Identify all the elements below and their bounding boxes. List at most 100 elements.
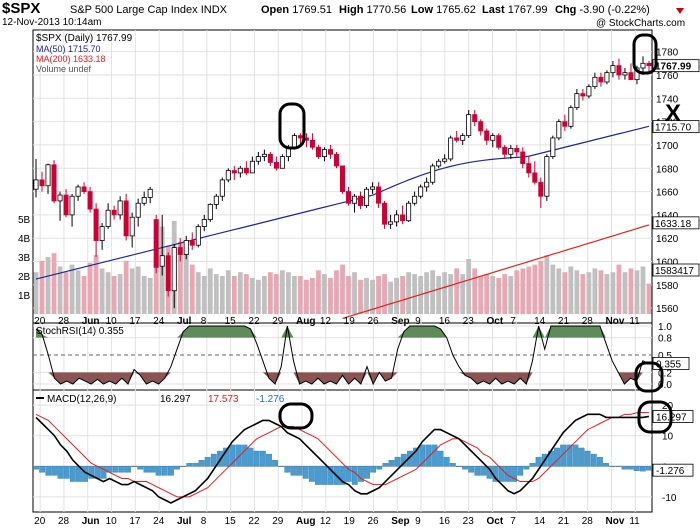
macd-histogram-bar	[431, 444, 438, 467]
volume-bar	[69, 264, 75, 314]
volume-bar	[478, 276, 484, 314]
candle-body	[309, 139, 315, 148]
panel-frame	[32, 389, 653, 513]
x-axis-label: 14	[534, 516, 546, 527]
candle-body	[69, 195, 75, 216]
macd-histogram-bar	[535, 456, 542, 467]
x-axis-label: Sep	[391, 316, 409, 327]
macd-histogram-bar	[621, 466, 628, 470]
volume-bar	[286, 272, 291, 314]
price-tag-box	[652, 120, 700, 134]
volume-bar	[454, 268, 460, 314]
volume-bar	[580, 274, 586, 314]
chart-header: $SPX S&P 500 Large Cap Index INDX 12-Nov…	[0, 0, 700, 30]
rsi-tick-label: 0.5	[658, 351, 672, 362]
macd-histogram-bar	[217, 450, 223, 467]
macd-histogram-bar	[210, 453, 217, 467]
candle-body	[460, 135, 466, 141]
volume-bar	[334, 270, 339, 314]
price-tick-label: 1700	[656, 141, 679, 152]
volume-bar	[472, 268, 478, 314]
volume-bar	[466, 258, 472, 314]
macd-histogram-bar	[204, 456, 211, 467]
macd-histogram-bar	[327, 466, 334, 485]
volume-bar	[45, 257, 51, 314]
x-axis-label: Jul	[177, 516, 192, 527]
macd-histogram-bar	[155, 466, 162, 476]
candle-body	[105, 209, 111, 227]
x-axis-label: Nov	[606, 516, 625, 527]
candle-body	[243, 167, 249, 174]
candle-body	[466, 114, 472, 137]
volume-bar	[556, 268, 562, 314]
macd-histogram-bar	[517, 466, 524, 476]
x-axis-label: 21	[558, 516, 570, 527]
x-axis-label: 9	[415, 316, 421, 327]
candle-body	[622, 72, 628, 76]
macd-tick-label: -10	[662, 493, 677, 504]
macd-histogram-bar	[511, 466, 518, 482]
macd-histogram-bar	[131, 466, 138, 467]
candle-body	[117, 200, 123, 216]
macd-histogram-bar	[609, 466, 616, 467]
x-axis-label: 24	[153, 516, 165, 527]
candle-body	[538, 181, 544, 197]
candle-body	[484, 130, 490, 141]
down-arrow-icon	[676, 8, 684, 14]
legend-macd-value: 16.297	[160, 394, 191, 405]
macd-histogram-bar	[51, 466, 58, 476]
candle-body	[33, 179, 39, 190]
candle-body	[45, 164, 51, 187]
candle-body	[502, 146, 508, 155]
legend-ma200: MA(200) 1633.18	[36, 54, 106, 64]
candle-body	[646, 62, 652, 67]
macd-line	[35, 413, 650, 504]
macd-histogram-bar	[627, 466, 634, 470]
volume-bar	[406, 272, 412, 314]
volume-bar	[538, 260, 544, 314]
volume-bar	[490, 276, 496, 314]
macd-histogram-bar	[351, 466, 358, 485]
price-tick-label: 1640	[656, 211, 679, 222]
volume-bar	[520, 268, 526, 314]
candle-body	[364, 188, 370, 206]
x-axis-label: Sep	[391, 516, 409, 527]
volume-bar	[273, 274, 279, 314]
candle-body	[147, 188, 153, 198]
candle-body	[604, 72, 610, 83]
volume-bar	[99, 268, 105, 314]
highlight-oval	[634, 361, 664, 393]
quote-last: Last 1767.99	[482, 4, 547, 16]
candle-body	[165, 255, 171, 292]
x-axis-label: Oct	[486, 516, 503, 527]
volume-bar	[249, 277, 255, 314]
x-axis-label: 28	[582, 516, 594, 527]
volume-bar	[111, 276, 117, 314]
macd-histogram-bar	[308, 466, 315, 482]
candle-body	[75, 186, 81, 197]
volume-bar	[298, 276, 303, 314]
quote-low: Low 1765.62	[411, 4, 476, 16]
macd-histogram-bar	[443, 456, 450, 467]
volume-bar	[141, 276, 147, 314]
candle-body	[237, 167, 243, 174]
macd-signal-line	[35, 411, 649, 498]
x-axis-label: Jun	[82, 316, 100, 327]
volume-bar	[135, 266, 141, 314]
x-axis-label: 8	[201, 516, 207, 527]
macd-histogram-bar	[339, 466, 346, 485]
macd-histogram-bar	[345, 466, 352, 482]
macd-histogram-bar	[315, 466, 321, 485]
macd-histogram-bar	[529, 463, 536, 467]
candle-body	[490, 135, 496, 141]
macd-histogram-bar	[296, 466, 303, 476]
volume-bar	[628, 268, 634, 314]
x-axis-label: 22	[248, 516, 260, 527]
x-axis-label: 24	[153, 316, 165, 327]
candle-body	[39, 179, 45, 187]
x-axis-label: 17	[129, 316, 141, 327]
macd-histogram-bar	[137, 466, 144, 470]
volume-bar	[592, 268, 598, 314]
ma50-line	[35, 125, 650, 280]
